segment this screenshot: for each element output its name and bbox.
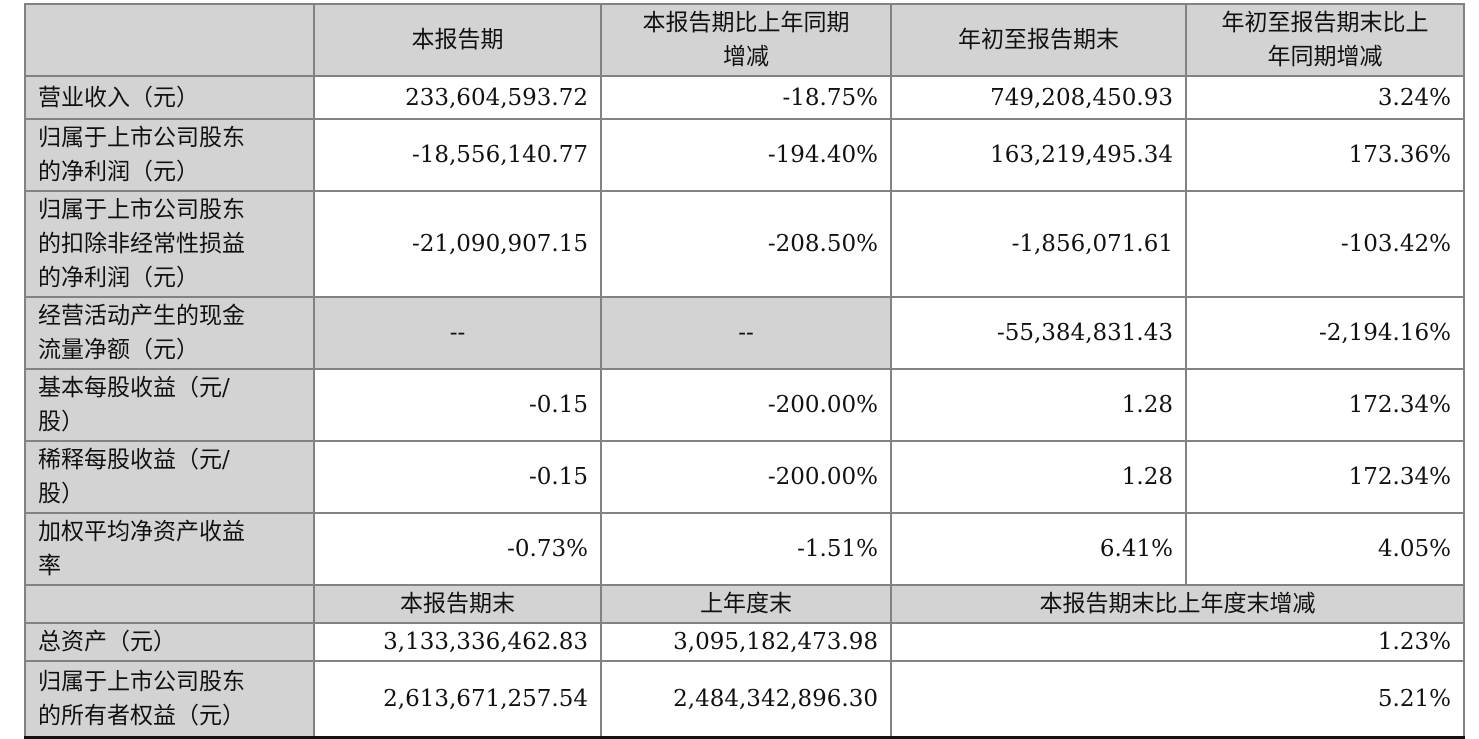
cell-ytd-yoy: 3.24% (1185, 75, 1465, 120)
cell-ytd-yoy: 172.34% (1185, 440, 1465, 514)
cell-prior-year-end: 3,095,182,473.98 (600, 622, 892, 662)
row-label: 营业收入（元） (24, 75, 315, 120)
cell-current-yoy: -208.50% (600, 190, 892, 298)
cell-change: 1.23% (890, 622, 1465, 662)
cell-ytd: -1,856,071.61 (890, 190, 1187, 298)
row-label: 归属于上市公司股东 的净利润（元） (24, 118, 315, 192)
table-row-operating-cash-flow: 经营活动产生的现金 流量净额（元） -- -- -55,384,831.43 -… (24, 296, 1465, 370)
cell-current-yoy: -200.00% (600, 368, 892, 442)
row-label: 归属于上市公司股东 的所有者权益（元） (24, 660, 315, 738)
cell-current: -18,556,140.77 (313, 118, 602, 192)
table-row-net-profit: 归属于上市公司股东 的净利润（元） -18,556,140.77 -194.40… (24, 118, 1465, 192)
subheader-corner-cell (24, 584, 315, 624)
subheader-prior-year-end: 上年度末 (600, 584, 892, 624)
header-current-period: 本报告期 (313, 3, 602, 77)
cell-current: -0.73% (313, 512, 602, 586)
cell-period-end: 2,613,671,257.54 (313, 660, 602, 738)
table-row-weighted-avg-roe: 加权平均净资产收益 率 -0.73% -1.51% 6.41% 4.05% (24, 512, 1465, 586)
cell-ytd: -55,384,831.43 (890, 296, 1187, 370)
table-header-row: 本报告期 本报告期比上年同期 增减 年初至报告期末 年初至报告期末比上 年同期增… (24, 3, 1465, 77)
cell-prior-year-end: 2,484,342,896.30 (600, 660, 892, 738)
cell-current: 233,604,593.72 (313, 75, 602, 120)
cell-current: -0.15 (313, 440, 602, 514)
table-row-basic-eps: 基本每股收益（元/ 股） -0.15 -200.00% 1.28 172.34% (24, 368, 1465, 442)
cell-current-yoy: -194.40% (600, 118, 892, 192)
cell-ytd: 749,208,450.93 (890, 75, 1187, 120)
cell-ytd-yoy: 173.36% (1185, 118, 1465, 192)
header-ytd-yoy: 年初至报告期末比上 年同期增减 (1185, 3, 1465, 77)
table-row-equity-attributable: 归属于上市公司股东 的所有者权益（元） 2,613,671,257.54 2,4… (24, 660, 1465, 738)
cell-ytd: 6.41% (890, 512, 1187, 586)
table-row-diluted-eps: 稀释每股收益（元/ 股） -0.15 -200.00% 1.28 172.34% (24, 440, 1465, 514)
cell-ytd: 1.28 (890, 440, 1187, 514)
subheader-period-end: 本报告期末 (313, 584, 602, 624)
cell-current-yoy-placeholder: -- (600, 296, 892, 370)
table-subheader-row: 本报告期末 上年度末 本报告期末比上年度末增减 (24, 584, 1465, 624)
row-label: 加权平均净资产收益 率 (24, 512, 315, 586)
cell-current-yoy: -200.00% (600, 440, 892, 514)
financial-summary-table: 本报告期 本报告期比上年同期 增减 年初至报告期末 年初至报告期末比上 年同期增… (24, 3, 1465, 739)
cell-current: -21,090,907.15 (313, 190, 602, 298)
row-label: 归属于上市公司股东 的扣除非经常性损益 的净利润（元） (24, 190, 315, 298)
cell-current-yoy: -1.51% (600, 512, 892, 586)
cell-ytd: 163,219,495.34 (890, 118, 1187, 192)
table-row-net-profit-excl-nonrecurring: 归属于上市公司股东 的扣除非经常性损益 的净利润（元） -21,090,907.… (24, 190, 1465, 298)
row-label: 稀释每股收益（元/ 股） (24, 440, 315, 514)
cell-current-yoy: -18.75% (600, 75, 892, 120)
cell-ytd-yoy: -103.42% (1185, 190, 1465, 298)
header-corner-cell (24, 3, 315, 77)
header-ytd: 年初至报告期末 (890, 3, 1187, 77)
cell-ytd: 1.28 (890, 368, 1187, 442)
cell-ytd-yoy: 4.05% (1185, 512, 1465, 586)
cell-ytd-yoy: 172.34% (1185, 368, 1465, 442)
cell-period-end: 3,133,336,462.83 (313, 622, 602, 662)
subheader-change: 本报告期末比上年度末增减 (890, 584, 1465, 624)
table-row-total-assets: 总资产（元） 3,133,336,462.83 3,095,182,473.98… (24, 622, 1465, 662)
row-label: 基本每股收益（元/ 股） (24, 368, 315, 442)
row-label: 总资产（元） (24, 622, 315, 662)
row-label: 经营活动产生的现金 流量净额（元） (24, 296, 315, 370)
cell-ytd-yoy: -2,194.16% (1185, 296, 1465, 370)
cell-change: 5.21% (890, 660, 1465, 738)
cell-current: -0.15 (313, 368, 602, 442)
header-current-period-yoy: 本报告期比上年同期 增减 (600, 3, 892, 77)
table-row-revenue: 营业收入（元） 233,604,593.72 -18.75% 749,208,4… (24, 75, 1465, 120)
cell-current-placeholder: -- (313, 296, 602, 370)
